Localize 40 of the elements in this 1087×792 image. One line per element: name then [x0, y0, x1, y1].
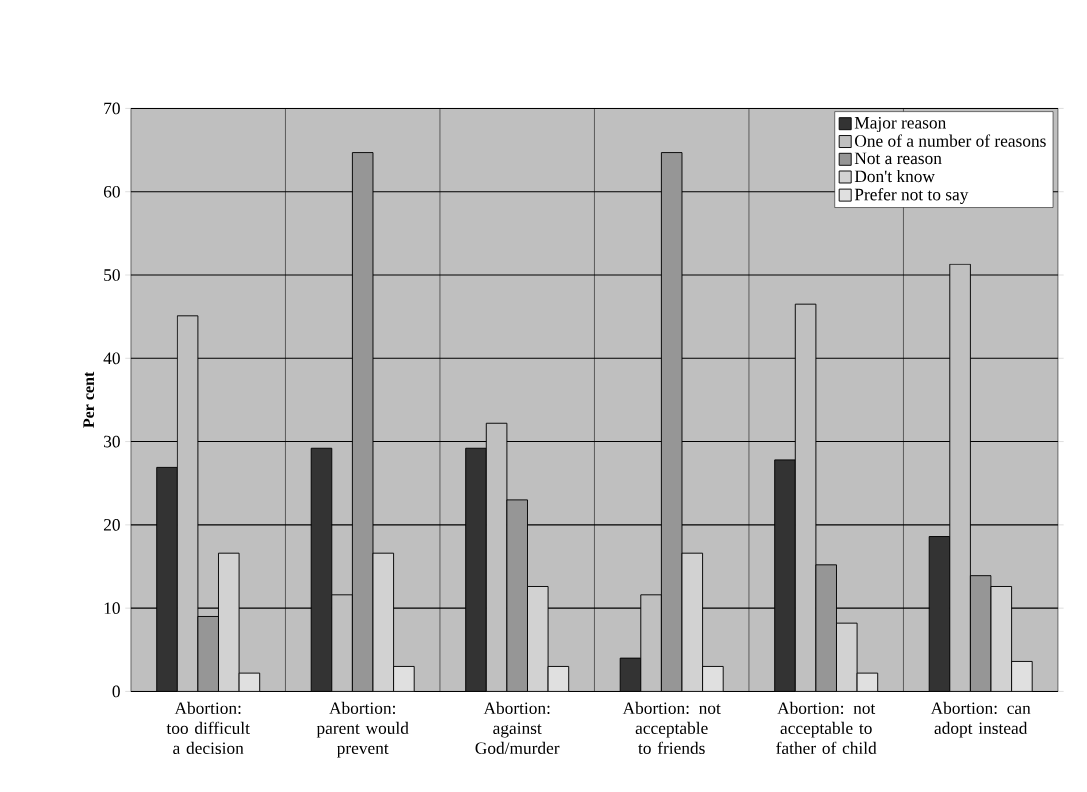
legend-label: Not a reason [854, 152, 942, 165]
y-tick-label: 60 [103, 185, 120, 198]
legend-label: Prefer not to say [854, 188, 969, 204]
bar [465, 447, 487, 692]
bar [928, 536, 951, 692]
bar [310, 447, 333, 692]
bar [156, 466, 178, 692]
legend-label: Major reason [854, 116, 946, 133]
bar [774, 459, 796, 692]
legend-label: One of a number of reasons [855, 134, 1046, 147]
legend-label: Don't know [854, 169, 935, 183]
bar [702, 665, 724, 692]
x-tick-label: Abortion: against God/murder [475, 701, 560, 755]
bar [681, 552, 704, 692]
y-tick-label: 70 [104, 102, 120, 115]
y-tick-label: 10 [104, 602, 120, 614]
x-tick-label: Abortion: not acceptable to father of child [776, 701, 877, 755]
bar [527, 586, 549, 692]
bar [218, 552, 240, 692]
bar [836, 622, 858, 692]
x-tick-label: Abortion: can adopt instead [930, 701, 1031, 738]
bar [660, 152, 683, 692]
y-axis-title: Per cent [83, 371, 95, 428]
bar [351, 152, 374, 692]
y-tick-label: 40 [103, 352, 120, 365]
y-tick-label: 0 [112, 685, 120, 698]
x-tick-label: Abortion: parent would prevent [316, 701, 409, 758]
bar [815, 564, 837, 692]
bar [506, 499, 528, 692]
bar [393, 665, 415, 692]
bar [372, 552, 395, 692]
bar [990, 586, 1013, 692]
x-tick-label: Abortion: not acceptable to friends [622, 701, 721, 755]
bar [1011, 660, 1033, 692]
bar [969, 575, 992, 692]
y-tick-label: 30 [104, 435, 120, 448]
bar [197, 616, 219, 692]
x-tick-label: Abortion: too difficult a decision [166, 701, 250, 755]
y-tick-label: 50 [104, 269, 120, 281]
y-tick-label: 20 [103, 519, 120, 531]
